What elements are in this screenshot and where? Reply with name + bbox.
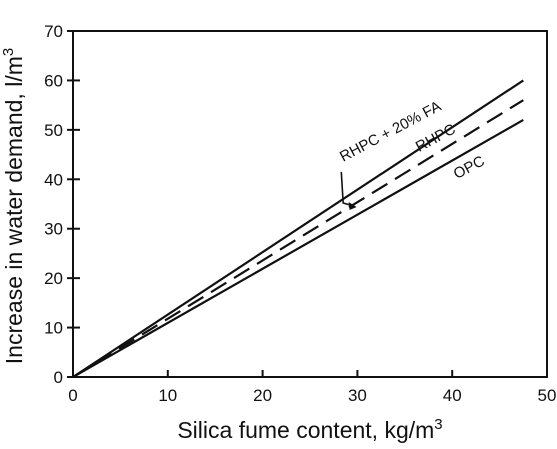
y-tick-label: 40 xyxy=(44,170,63,189)
y-axis: 0 10 20 30 40 50 60 70 xyxy=(44,22,80,387)
series-line-2 xyxy=(72,119,524,378)
x-axis: 0 10 20 30 40 50 xyxy=(68,370,556,405)
series-label-1: RHPC xyxy=(413,121,459,156)
x-tick-label: 40 xyxy=(443,386,462,405)
label-leader-arrowhead xyxy=(348,201,357,210)
y-axis-title: Increase in water demand, l/m3 xyxy=(0,48,27,364)
x-tick-label: 50 xyxy=(538,386,557,405)
series-line-1 xyxy=(72,99,524,378)
y-tick-label: 30 xyxy=(44,220,63,239)
x-axis-title: Silica fume content, kg/m3 xyxy=(177,416,442,443)
series-lines xyxy=(72,79,524,378)
x-tick-label: 30 xyxy=(348,386,367,405)
y-tick-label: 60 xyxy=(44,71,63,90)
y-tick-label: 0 xyxy=(54,368,63,387)
x-tick-label: 10 xyxy=(158,386,177,405)
y-tick-label: 50 xyxy=(44,121,63,140)
y-tick-label: 70 xyxy=(44,22,63,41)
y-tick-label: 20 xyxy=(44,269,63,288)
y-tick-label: 10 xyxy=(44,319,63,338)
x-tick-label: 0 xyxy=(68,386,77,405)
label-leader-line xyxy=(340,171,354,207)
x-tick-label: 20 xyxy=(253,386,272,405)
series-line-0 xyxy=(72,79,524,378)
plot-frame xyxy=(72,30,548,378)
